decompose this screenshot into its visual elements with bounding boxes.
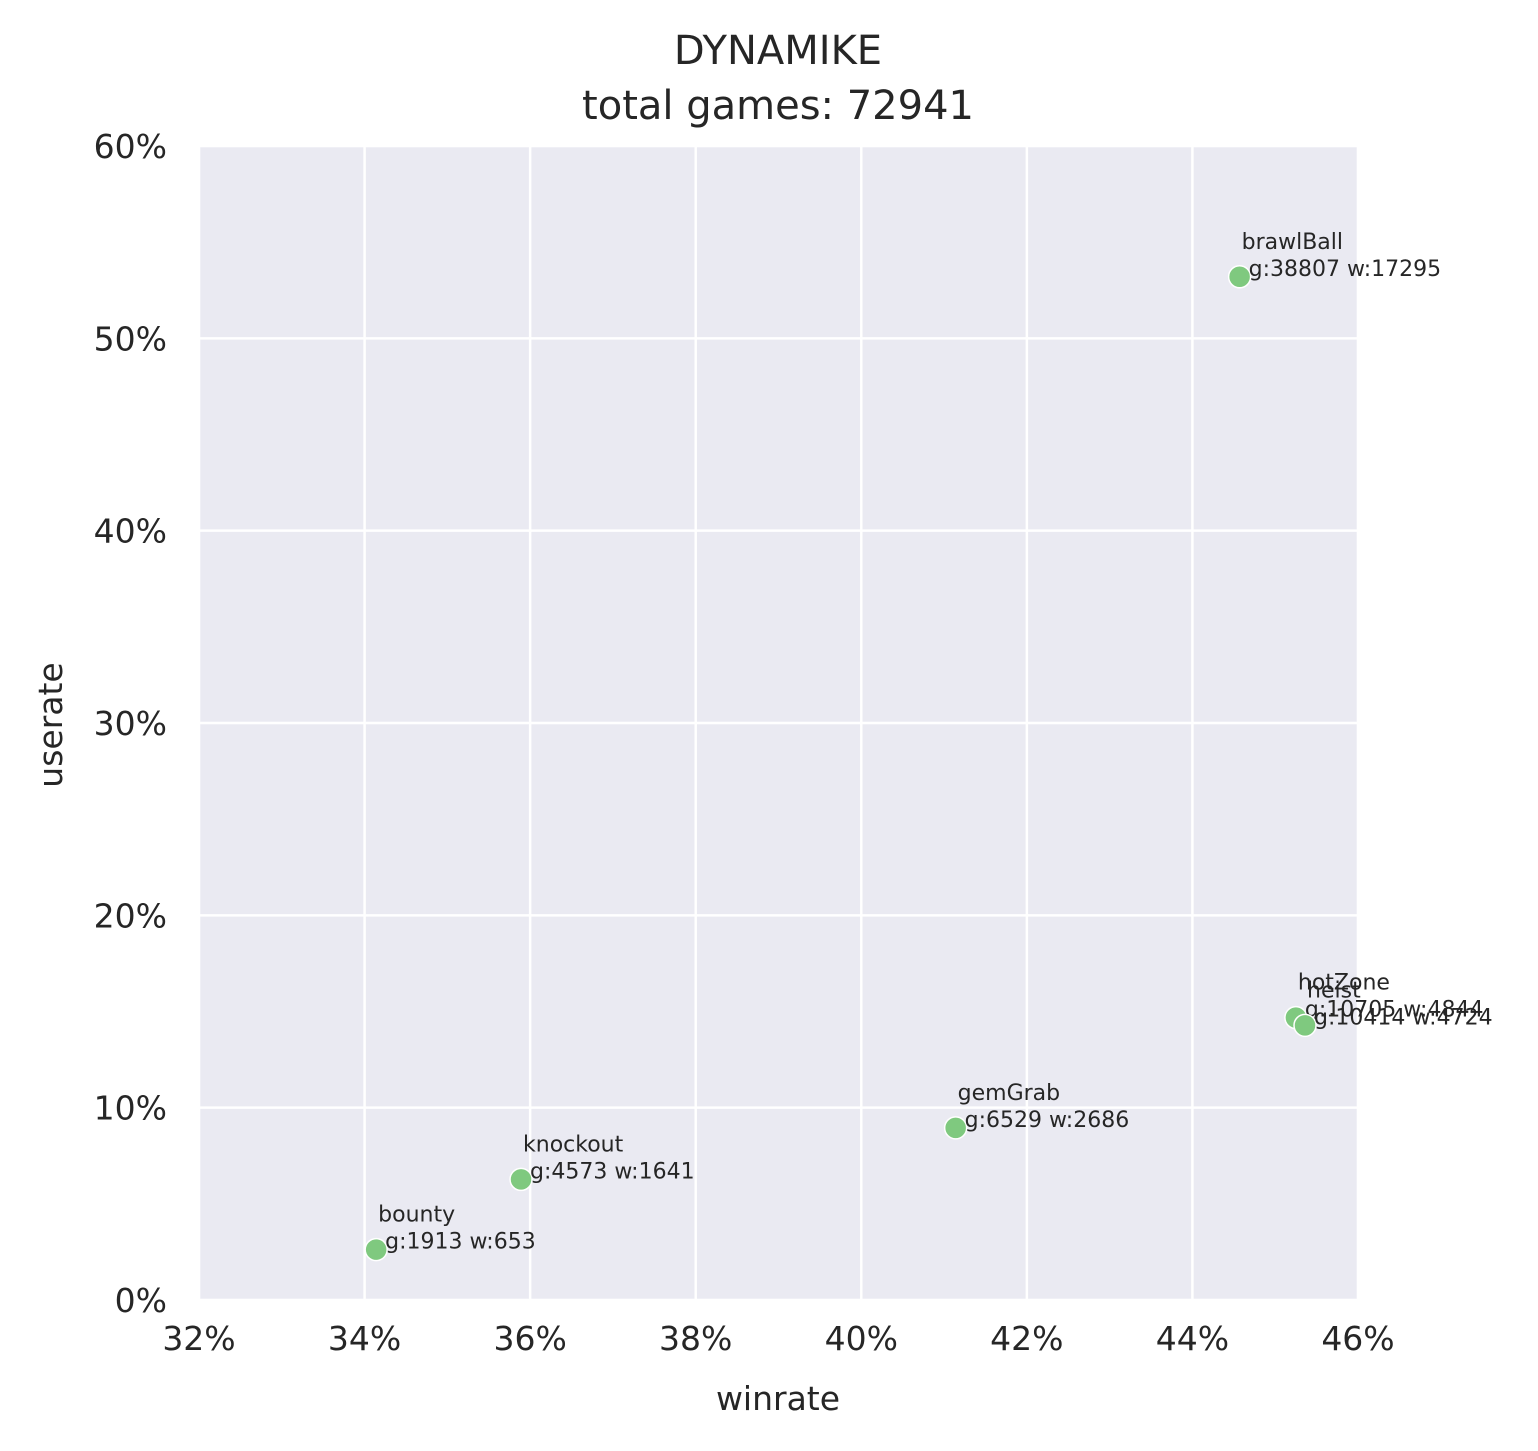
y-tick-label: 10% (94, 1089, 167, 1128)
point-label-name: bounty (378, 1203, 455, 1228)
point-label-detail: g:10705 w:4844 (1305, 998, 1484, 1023)
y-tick-label: 60% (94, 127, 167, 166)
chart-subtitle: total games: 72941 (582, 83, 974, 129)
x-tick-label: 46% (1321, 1319, 1394, 1358)
point-label-name: brawlBall (1242, 230, 1343, 255)
point-label-name: knockout (523, 1132, 624, 1157)
point-label-detail: g:6529 w:2686 (965, 1108, 1130, 1133)
x-tick-label: 32% (162, 1319, 235, 1358)
x-tick-label: 38% (659, 1319, 732, 1358)
y-axis-ticks: 0% 10% 20% 30% 40% 50% 60% (94, 127, 167, 1320)
x-axis-ticks: 32% 34% 36% 38% 40% 42% 44% 46% (162, 1319, 1394, 1358)
x-tick-label: 36% (493, 1319, 566, 1358)
x-tick-label: 44% (1156, 1319, 1229, 1358)
grid (197, 144, 1360, 1302)
y-tick-label: 50% (94, 319, 167, 358)
y-tick-label: 40% (94, 512, 167, 551)
data-point (1293, 1013, 1317, 1038)
point-label-name: hotZone (1298, 971, 1390, 996)
y-tick-label: 20% (94, 896, 167, 935)
x-tick-label: 34% (328, 1319, 401, 1358)
y-tick-label: 0% (115, 1281, 167, 1320)
point-label-detail: g:10414 w:4724 (1314, 1005, 1493, 1030)
y-tick-label: 30% (94, 704, 167, 743)
data-point (364, 1237, 388, 1262)
point-label-name: gemGrab (958, 1081, 1060, 1106)
data-point (1227, 265, 1252, 289)
data-point (509, 1167, 533, 1192)
point-label-name: heist (1307, 978, 1361, 1003)
y-axis-label: userate (31, 662, 70, 787)
x-axis-label: winrate (716, 1379, 840, 1418)
x-tick-label: 42% (990, 1319, 1063, 1358)
point-label-detail: g:38807 w:17295 (1249, 257, 1442, 282)
data-point (943, 1116, 968, 1140)
chart-title: DYNAMIKE (674, 28, 882, 74)
point-label-detail: g:1913 w:653 (385, 1230, 536, 1255)
x-tick-label: 40% (825, 1319, 898, 1358)
point-label-detail: g:4573 w:1641 (530, 1159, 695, 1184)
